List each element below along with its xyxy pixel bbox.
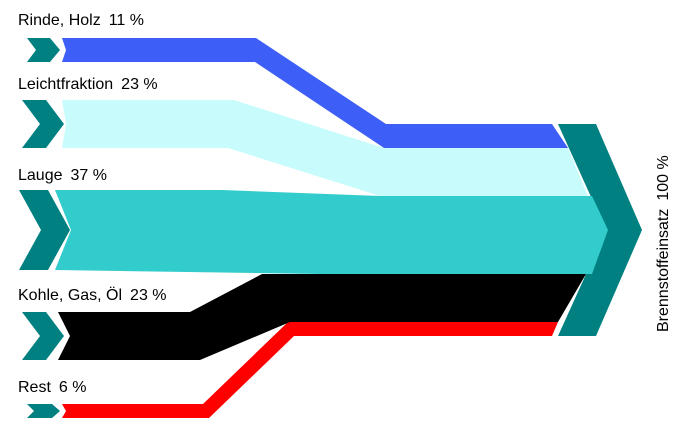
- input-marker-lauge: [19, 190, 70, 270]
- input-marker-rest: [27, 404, 60, 418]
- input-label-rinde-holz: Rinde, Holz 11 %: [18, 12, 144, 29]
- input-marker-kohle-gas-oel: [22, 312, 64, 360]
- input-label-kohle-gas-oel: Kohle, Gas, Öl 23 %: [18, 286, 167, 304]
- flow-band-lauge: [55, 190, 608, 274]
- input-label-rest: Rest 6 %: [18, 379, 86, 396]
- input-marker-rinde-holz: [27, 38, 60, 62]
- flow-band-rest: [62, 322, 558, 418]
- input-marker-leichtfraktion: [22, 100, 64, 148]
- flow-band-kohle-gas-oel: [58, 274, 586, 360]
- input-label-leichtfraktion: Leichtfraktion 23 %: [18, 76, 158, 93]
- input-label-lauge: Lauge 37 %: [18, 167, 107, 184]
- output-arrow: [558, 124, 642, 336]
- output-label: Brennstoffeinsatz100 %: [655, 155, 672, 332]
- flow-band-leichtfraktion: [62, 100, 588, 196]
- flow-band-rinde-holz: [62, 38, 568, 148]
